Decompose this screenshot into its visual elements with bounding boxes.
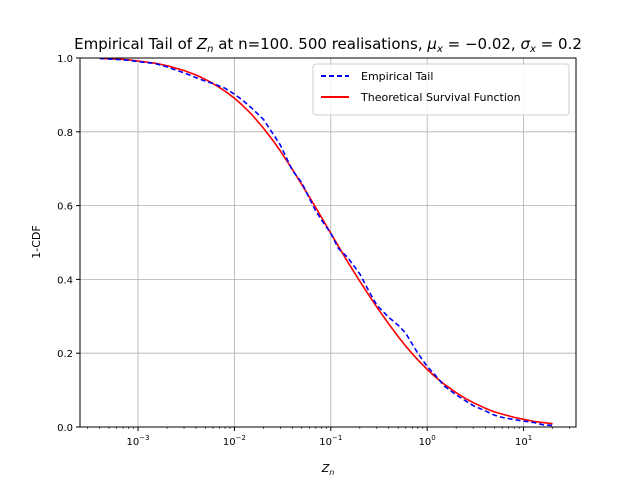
series-line-empirical — [99, 57, 553, 427]
x-tick-label: 10−1 — [319, 434, 342, 448]
legend: Empirical Tail Theoretical Survival Func… — [312, 63, 570, 116]
tick-layer: 10−3 10−2 10−1 100 101 0.0 0.2 0.4 0.6 0.8 1.0 — [57, 54, 570, 448]
y-tick-label: 1.0 — [57, 54, 73, 65]
legend-label-empirical: Empirical Tail — [361, 70, 433, 83]
chart-title: Empirical Tail of Zn at n=100. 500 reali… — [74, 35, 582, 55]
series-layer — [99, 57, 553, 427]
x-tick-label: 10−2 — [223, 434, 246, 448]
x-tick-label: 100 — [419, 434, 436, 448]
y-tick-label: 0.6 — [57, 202, 73, 213]
series-line-theoretical — [99, 57, 553, 425]
legend-label-theoretical: Theoretical Survival Function — [360, 91, 521, 104]
legend-box — [312, 63, 570, 116]
y-tick-label: 0.8 — [57, 128, 73, 139]
y-tick-label: 0.4 — [57, 275, 73, 286]
x-axis-label: Zn — [321, 462, 335, 477]
y-axis-label: 1-CDF — [30, 225, 43, 258]
y-tick-label: 0.0 — [57, 423, 73, 434]
x-tick-label: 101 — [515, 434, 532, 448]
x-tick-label: 10−3 — [126, 434, 149, 448]
plot-frame — [79, 57, 577, 428]
y-tick-label: 0.2 — [57, 349, 73, 360]
